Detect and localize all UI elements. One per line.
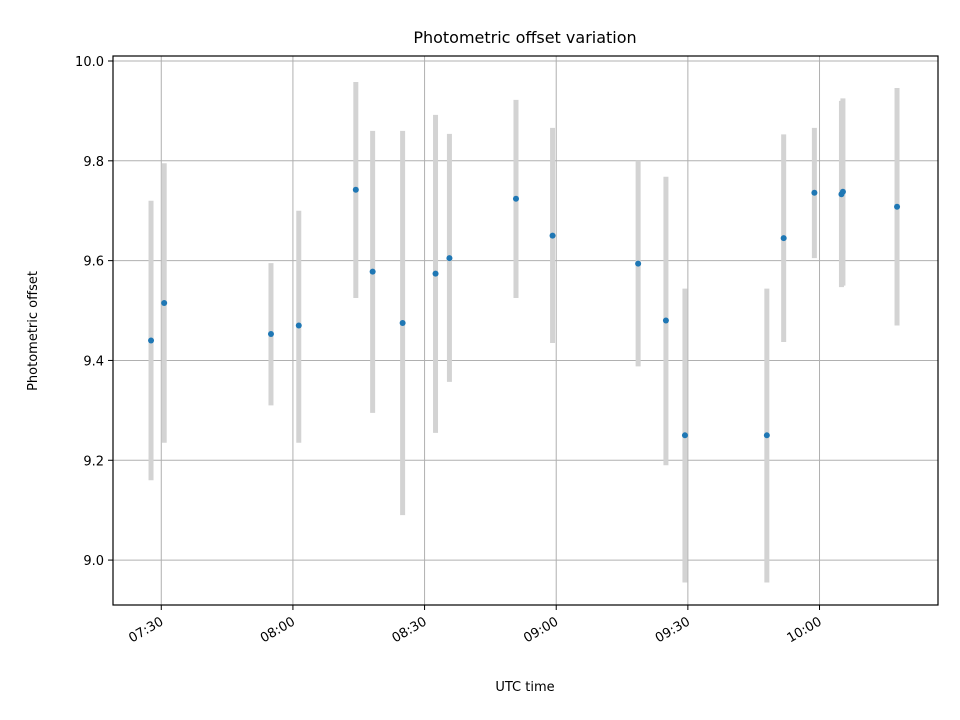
y-axis-ticks: 9.0 9.2 9.4 9.6 9.8 10.0	[75, 55, 113, 569]
y-tick-label: 9.2	[83, 454, 104, 469]
error-bars	[148, 81, 900, 583]
data-point	[763, 432, 770, 439]
x-axis-ticks: 07:30 08:00 08:30 09:00 09:30 10:00	[126, 605, 825, 646]
data-point	[369, 268, 376, 275]
data-point	[446, 255, 453, 262]
x-tick-label: 07:30	[126, 614, 166, 646]
y-tick-label: 9.4	[83, 354, 104, 369]
data-point	[635, 260, 642, 267]
x-tick-label: 08:00	[258, 614, 298, 646]
data-point	[295, 322, 302, 329]
data-point	[432, 270, 439, 277]
data-point	[811, 189, 818, 196]
data-point	[681, 432, 688, 439]
grid-lines	[113, 56, 938, 605]
data-point	[148, 337, 155, 344]
data-points	[148, 186, 901, 439]
data-point	[839, 188, 846, 195]
data-point	[549, 232, 556, 239]
x-tick-label: 10:00	[785, 614, 825, 646]
data-point	[267, 330, 274, 337]
x-tick-label: 09:00	[521, 614, 561, 646]
y-tick-label: 10.0	[75, 55, 104, 70]
y-tick-label: 9.6	[83, 255, 104, 270]
data-point	[352, 186, 359, 193]
chart-title: Photometric offset variation	[413, 28, 636, 47]
x-axis-label: UTC time	[495, 680, 554, 695]
data-point	[399, 320, 406, 327]
data-point	[894, 203, 901, 210]
data-point	[662, 317, 669, 324]
x-tick-label: 08:30	[390, 614, 430, 646]
data-point	[512, 195, 519, 202]
data-point	[161, 300, 168, 307]
y-tick-label: 9.0	[83, 554, 104, 569]
x-tick-label: 09:30	[653, 614, 693, 646]
y-axis-label: Photometric offset	[26, 271, 41, 391]
y-tick-label: 9.8	[83, 155, 104, 170]
plot-frame	[112, 55, 939, 606]
data-point	[780, 235, 787, 242]
